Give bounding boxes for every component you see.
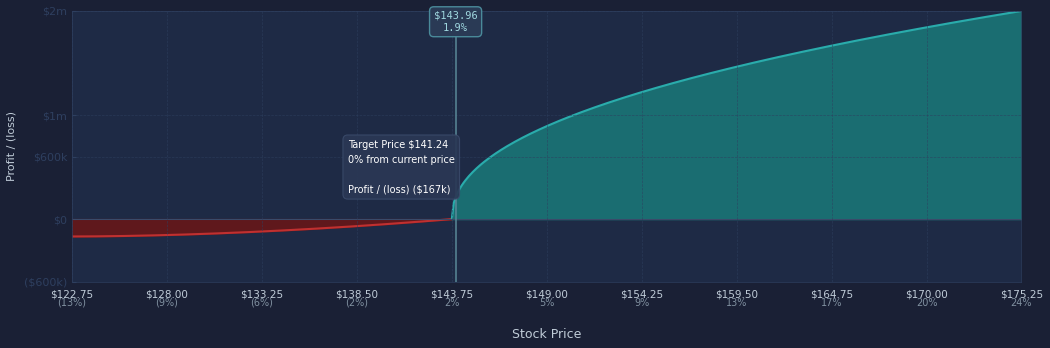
Text: (2%): (2%) [345, 298, 369, 308]
Text: $164.75: $164.75 [810, 290, 854, 300]
Text: 2%: 2% [444, 298, 460, 308]
Text: 17%: 17% [821, 298, 842, 308]
Y-axis label: Profit / (loss): Profit / (loss) [7, 111, 17, 181]
Text: $149.00: $149.00 [525, 290, 568, 300]
Text: 9%: 9% [634, 298, 649, 308]
Text: 24%: 24% [1011, 298, 1032, 308]
Text: (9%): (9%) [155, 298, 179, 308]
Text: $143.75: $143.75 [430, 290, 474, 300]
Text: Target Price $141.24
0% from current price

Profit / (loss) ($167k): Target Price $141.24 0% from current pri… [348, 140, 455, 194]
Text: $175.25: $175.25 [1000, 290, 1043, 300]
Text: 5%: 5% [539, 298, 554, 308]
Text: $143.96
1.9%: $143.96 1.9% [434, 11, 478, 33]
Text: $133.25: $133.25 [240, 290, 284, 300]
Text: $128.00: $128.00 [146, 290, 188, 300]
Text: 13%: 13% [726, 298, 748, 308]
Text: (13%): (13%) [58, 298, 86, 308]
Text: $170.00: $170.00 [905, 290, 948, 300]
Text: $122.75: $122.75 [50, 290, 93, 300]
Text: 20%: 20% [916, 298, 938, 308]
Text: $154.25: $154.25 [621, 290, 664, 300]
Text: $159.50: $159.50 [715, 290, 758, 300]
X-axis label: Stock Price: Stock Price [512, 328, 582, 341]
Text: $138.50: $138.50 [335, 290, 378, 300]
Text: (6%): (6%) [251, 298, 273, 308]
